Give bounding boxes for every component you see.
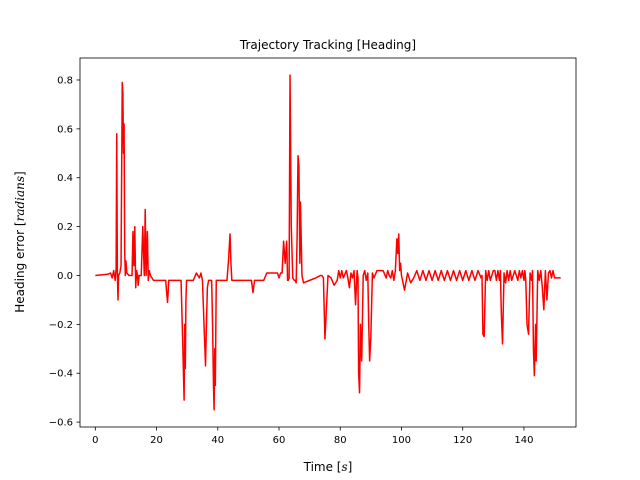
x-axis-ticks: 0 20 40 60 80 100 120 140 [92, 427, 533, 446]
y-axis-ticks: −0.6 −0.4 −0.2 0.0 0.2 0.4 0.6 0.8 [49, 75, 80, 429]
x-axis-label-end: ] [348, 460, 353, 474]
y-axis-label-unit: radians [13, 176, 27, 221]
y-axis-label-main: Heading error [ [13, 221, 27, 312]
y-tick-label: −0.6 [49, 418, 73, 429]
plot-area [80, 58, 576, 427]
y-tick-label: −0.2 [49, 320, 73, 331]
y-tick-label: 0.2 [57, 222, 73, 233]
y-axis-label-end: ] [13, 171, 27, 176]
x-axis-label-main: Time [ [303, 460, 342, 474]
y-tick-label: 0.4 [57, 173, 73, 184]
chart-title: Trajectory Tracking [Heading] [239, 38, 416, 52]
y-axis-label: Heading error [radians] [13, 171, 27, 312]
x-tick-label: 100 [392, 435, 411, 446]
y-tick-label: −0.4 [49, 369, 73, 380]
series-line-1 [95, 74, 561, 411]
axes-frame [79, 57, 577, 428]
x-tick-label: 120 [453, 435, 472, 446]
x-tick-label: 20 [150, 435, 163, 446]
y-tick-label: 0.0 [57, 271, 73, 282]
series-layer [95, 74, 561, 411]
x-axis-label-unit: s [342, 460, 348, 474]
x-tick-label: 60 [273, 435, 286, 446]
x-tick-label: 80 [334, 435, 347, 446]
y-tick-label: 0.8 [57, 75, 73, 86]
x-tick-label: 140 [514, 435, 533, 446]
y-tick-label: 0.6 [57, 124, 73, 135]
x-tick-label: 40 [211, 435, 224, 446]
x-tick-label: 0 [92, 435, 98, 446]
x-axis-label: Time [s] [303, 460, 353, 474]
